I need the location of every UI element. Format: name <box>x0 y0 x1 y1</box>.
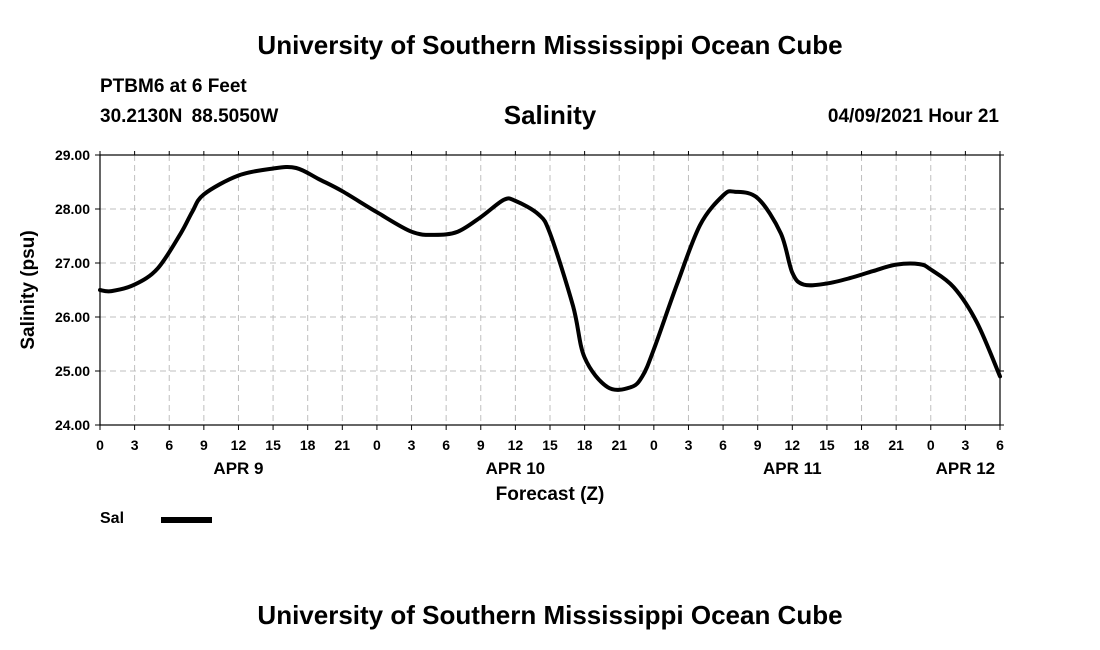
x-axis-label: Forecast (Z) <box>496 484 605 505</box>
date-label: APR 12 <box>936 459 996 478</box>
axis-labels: 0 3 6 9 12 15 18 21 0 3 6 9 12 15 18 21 0 3 6 9 12 15 18 21 0 3 6 2… <box>55 147 1004 478</box>
x-tick-label: 3 <box>408 437 416 453</box>
x-tick-label: 9 <box>477 437 485 453</box>
x-tick-label: 6 <box>719 437 727 453</box>
date-label: APR 10 <box>486 459 546 478</box>
chart-title: Salinity <box>503 100 597 130</box>
x-tick-label: 3 <box>961 437 969 453</box>
page-title: University of Southern Mississippi Ocean… <box>257 30 843 60</box>
x-tick-label: 6 <box>442 437 450 453</box>
x-tick-label: 15 <box>265 437 281 453</box>
x-tick-label: 3 <box>685 437 693 453</box>
y-tick-label: 25.00 <box>55 363 90 379</box>
date-label: APR 9 <box>213 459 263 478</box>
x-tick-label: 0 <box>373 437 381 453</box>
footer-title: University of Southern Mississippi Ocean… <box>257 600 843 630</box>
axis-ticks <box>95 151 1004 430</box>
x-tick-label: 0 <box>650 437 658 453</box>
series-line-sal <box>98 165 1002 392</box>
y-tick-label: 27.00 <box>55 255 90 271</box>
x-tick-label: 9 <box>754 437 762 453</box>
x-tick-label: 15 <box>819 437 835 453</box>
coordinates-label: 30.2130N 88.5050W <box>100 106 279 127</box>
x-tick-label: 21 <box>888 437 904 453</box>
x-tick-label: 9 <box>200 437 208 453</box>
x-tick-label: 12 <box>508 437 524 453</box>
x-tick-label: 18 <box>854 437 870 453</box>
x-tick-label: 15 <box>542 437 558 453</box>
x-tick-label: 0 <box>96 437 104 453</box>
grid <box>100 155 1000 425</box>
legend-line-swatch <box>161 517 212 523</box>
x-tick-label: 18 <box>577 437 593 453</box>
x-tick-label: 6 <box>996 437 1004 453</box>
date-label: 04/09/2021 Hour 21 <box>827 106 999 127</box>
x-tick-label: 12 <box>785 437 801 453</box>
y-tick-label: 28.00 <box>55 201 90 217</box>
legend-label: Sal <box>100 510 125 527</box>
date-label: APR 11 <box>763 459 822 478</box>
x-tick-label: 0 <box>927 437 935 453</box>
x-tick-label: 18 <box>300 437 316 453</box>
y-tick-label: 26.00 <box>55 309 90 325</box>
y-tick-label: 29.00 <box>55 147 90 163</box>
x-tick-label: 21 <box>335 437 351 453</box>
x-tick-label: 21 <box>611 437 627 453</box>
y-axis-label: Salinity (psu) <box>18 230 39 349</box>
x-tick-label: 3 <box>131 437 139 453</box>
x-tick-label: 12 <box>231 437 247 453</box>
x-tick-label: 6 <box>165 437 173 453</box>
y-tick-label: 24.00 <box>55 417 90 433</box>
station-label: PTBM6 at 6 Feet <box>100 76 247 97</box>
